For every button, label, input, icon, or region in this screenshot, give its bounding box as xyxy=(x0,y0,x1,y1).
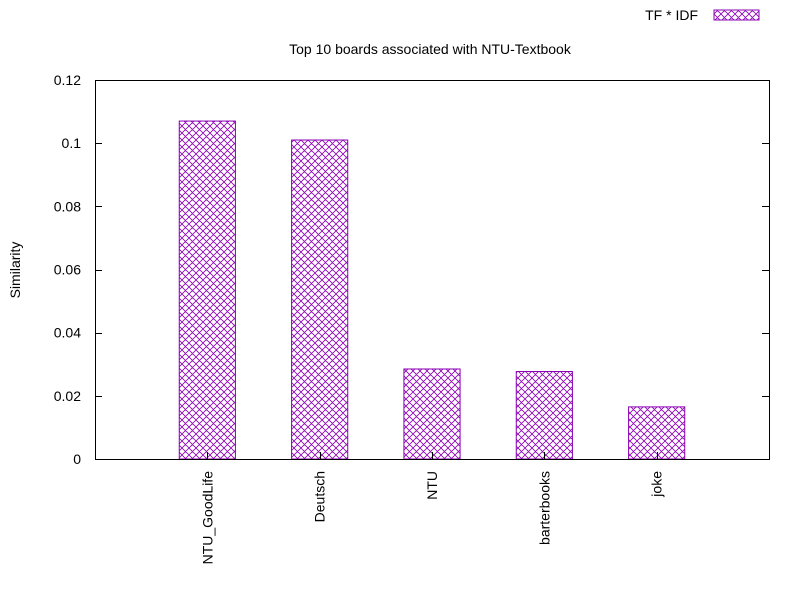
y-tick-label: 0.08 xyxy=(54,198,81,214)
bar-joke xyxy=(628,406,686,460)
bar-ntu xyxy=(403,368,461,460)
y-tick-label: 0.1 xyxy=(62,135,82,151)
x-tick-label: Deutsch xyxy=(312,471,328,522)
x-tick-label: joke xyxy=(649,471,665,498)
y-tick-label: 0.12 xyxy=(54,72,81,88)
y-tick-label: 0.04 xyxy=(54,325,81,341)
bars xyxy=(178,120,686,460)
bar-deutsch xyxy=(291,139,349,460)
legend-label-tfidf: TF * IDF xyxy=(645,7,698,23)
y-tick-label: 0.06 xyxy=(54,262,81,278)
legend: TF * IDF xyxy=(645,7,760,23)
bar-ntu-goodlife xyxy=(178,120,236,460)
bar-barterbooks xyxy=(515,371,573,460)
chart-title: Top 10 boards associated with NTU-Textbo… xyxy=(289,41,572,57)
x-tick-label: NTU_GoodLife xyxy=(199,471,215,565)
x-axis-tick-labels: NTU_GoodLife Deutsch NTU barterbooks joke xyxy=(199,471,664,565)
y-tick-label: 0 xyxy=(73,451,81,467)
y-axis-ticks: 0 0.02 0.04 0.06 0.08 0.1 0.12 xyxy=(54,72,769,467)
plot-area-frame xyxy=(95,80,770,460)
y-axis-label: Similarity xyxy=(7,242,23,299)
x-tick-label: NTU xyxy=(424,471,440,500)
legend-swatch-tfidf xyxy=(713,9,760,21)
x-tick-label: barterbooks xyxy=(536,471,552,545)
y-tick-label: 0.02 xyxy=(54,388,81,404)
